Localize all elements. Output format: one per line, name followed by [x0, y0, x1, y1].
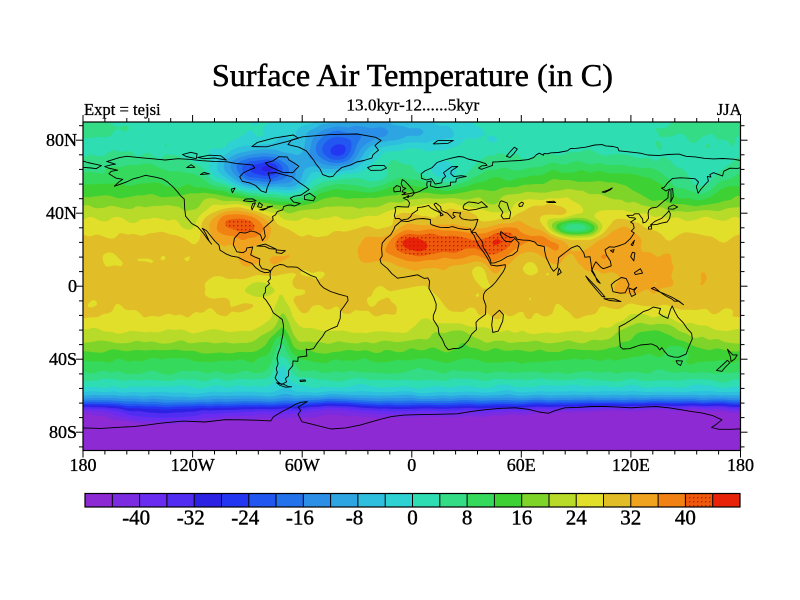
- svg-text:Expt = tejsi: Expt = tejsi: [84, 100, 161, 119]
- svg-text:-8: -8: [346, 506, 364, 530]
- svg-text:-16: -16: [286, 506, 314, 530]
- svg-text:13.0kyr-12......5kyr: 13.0kyr-12......5kyr: [346, 96, 479, 115]
- svg-text:JJA: JJA: [717, 100, 742, 119]
- svg-text:80N: 80N: [46, 130, 77, 150]
- svg-text:80S: 80S: [49, 422, 77, 442]
- svg-text:60W: 60W: [285, 455, 320, 475]
- svg-text:-40: -40: [122, 506, 150, 530]
- svg-text:0: 0: [68, 276, 77, 296]
- svg-text:32: 32: [620, 506, 641, 530]
- svg-text:120W: 120W: [171, 455, 215, 475]
- svg-text:Surface Air Temperature (in C): Surface Air Temperature (in C): [212, 57, 613, 93]
- svg-text:180: 180: [70, 455, 97, 475]
- svg-text:16: 16: [511, 506, 532, 530]
- svg-text:-24: -24: [231, 506, 259, 530]
- svg-text:120E: 120E: [612, 455, 650, 475]
- svg-text:180: 180: [727, 455, 754, 475]
- svg-text:24: 24: [566, 506, 588, 530]
- svg-text:-32: -32: [177, 506, 205, 530]
- svg-text:40S: 40S: [49, 349, 77, 369]
- svg-text:40: 40: [675, 506, 696, 530]
- svg-text:60E: 60E: [507, 455, 536, 475]
- svg-text:40N: 40N: [46, 203, 77, 223]
- svg-text:0: 0: [407, 455, 416, 475]
- svg-text:0: 0: [407, 506, 418, 530]
- svg-text:8: 8: [462, 506, 473, 530]
